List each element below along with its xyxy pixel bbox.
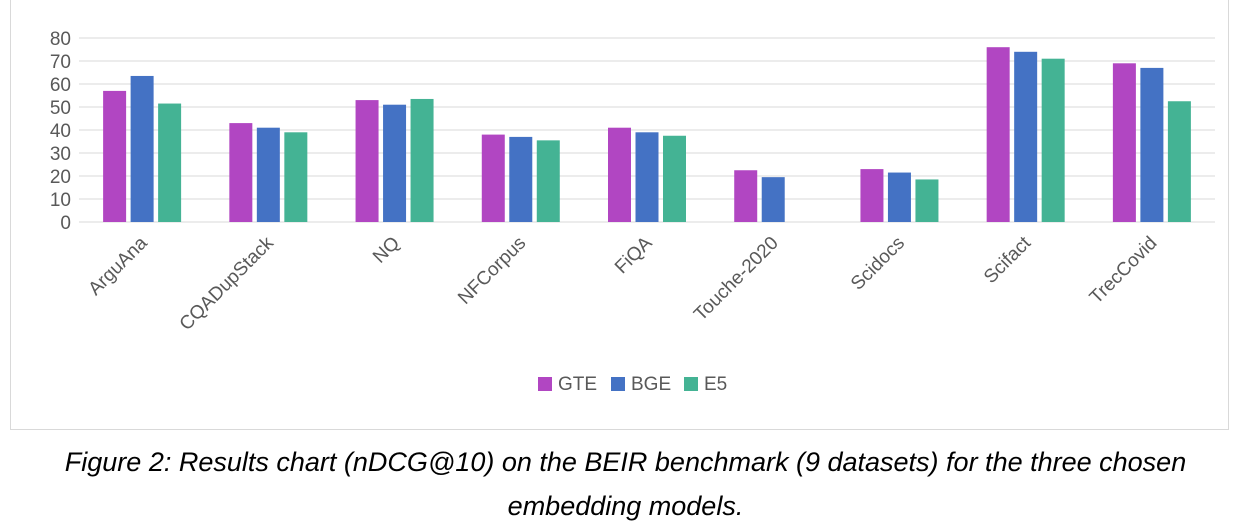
bar-bge-cqadupstack xyxy=(256,127,280,222)
x-category-label: NQ xyxy=(369,233,404,268)
bar-bge-nq xyxy=(383,104,407,222)
bar-gte-treccovid xyxy=(1112,63,1136,222)
legend-label-bge: BGE xyxy=(631,374,671,395)
bar-bge-treccovid xyxy=(1140,67,1164,223)
bar-e5-fiqa xyxy=(663,135,686,222)
bar-e5-nfcorpus xyxy=(536,140,560,222)
y-tick-label: 70 xyxy=(50,52,71,73)
y-tick-label: 40 xyxy=(50,121,71,142)
y-tick-label: 80 xyxy=(50,29,71,50)
bar-bge-arguana xyxy=(130,75,154,222)
bar-e5-scifact xyxy=(1041,58,1065,223)
x-category-label: NFCorpus xyxy=(454,233,530,309)
bar-gte-arguana xyxy=(103,90,127,223)
y-tick-label: 60 xyxy=(50,75,71,96)
bar-gte-touche-2020 xyxy=(734,170,758,222)
y-tick-label: 10 xyxy=(50,190,71,211)
caption-line-1: Figure 2: Results chart (nDCG@10) on the… xyxy=(64,447,1187,477)
legend-swatch-gte xyxy=(538,377,552,391)
bar-e5-treccovid xyxy=(1167,101,1191,222)
bar-gte-scifact xyxy=(986,47,1010,223)
legend-swatch-bge xyxy=(611,377,625,391)
bar-gte-nfcorpus xyxy=(481,134,505,222)
y-tick-label: 50 xyxy=(50,98,71,119)
bar-bge-nfcorpus xyxy=(509,136,533,222)
bar-bge-scidocs xyxy=(887,172,911,222)
legend: GTE BGE E5 xyxy=(538,374,727,395)
bar-e5-cqadupstack xyxy=(284,132,308,222)
legend-label-e5: E5 xyxy=(704,374,727,395)
x-axis-labels: ArguAna CQADupStack NQ NFCorpus FiQA Touche-2… xyxy=(85,232,1162,335)
caption-line-2: embedding models. xyxy=(507,491,744,521)
bar-bge-scifact xyxy=(1014,51,1038,222)
x-category-label: FiQA xyxy=(611,232,657,278)
chart-frame: 0 10 20 30 40 50 60 70 80 ArguAna CQADupStack NQ NF… xyxy=(10,0,1229,430)
bar-bge-fiqa xyxy=(635,132,659,222)
x-category-label: ArguAna xyxy=(85,232,152,299)
x-category-label: Scidocs xyxy=(847,233,909,295)
bars xyxy=(103,47,1191,223)
bar-gte-cqadupstack xyxy=(229,123,253,222)
bar-gte-nq xyxy=(355,100,379,222)
y-tick-label: 30 xyxy=(50,144,71,165)
bar-gte-scidocs xyxy=(860,169,884,222)
legend-label-gte: GTE xyxy=(558,374,597,395)
bar-e5-arguana xyxy=(158,103,182,222)
bar-bge-touche-2020 xyxy=(761,177,785,222)
x-category-label: Touche-2020 xyxy=(690,233,783,326)
bar-e5-nq xyxy=(410,98,434,222)
x-category-label: TrecCovid xyxy=(1086,233,1162,309)
figure-caption: Figure 2: Results chart (nDCG@10) on the… xyxy=(0,440,1251,528)
x-category-label: Scifact xyxy=(980,232,1036,288)
y-tick-label: 20 xyxy=(50,167,71,188)
bar-gte-fiqa xyxy=(608,127,631,222)
legend-swatch-e5 xyxy=(684,377,698,391)
bar-e5-scidocs xyxy=(915,179,939,222)
x-category-label: CQADupStack xyxy=(176,232,279,335)
y-tick-label: 0 xyxy=(60,213,71,234)
